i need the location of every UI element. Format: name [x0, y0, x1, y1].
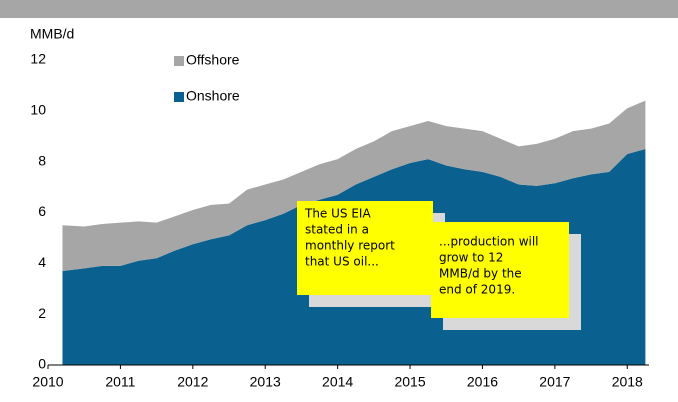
- y-tick-label: 10: [30, 102, 46, 118]
- annotation-text: MMB/d by the: [439, 267, 522, 281]
- x-tick-label: 2014: [322, 374, 353, 390]
- annotation-text: stated in a: [305, 223, 369, 237]
- x-tick-label: 2015: [394, 374, 425, 390]
- x-tick-label: 2012: [177, 374, 208, 390]
- y-tick-label: 4: [38, 254, 46, 270]
- x-tick-label: 2016: [467, 374, 498, 390]
- x-tick-label: 2013: [250, 374, 281, 390]
- annotation-text: grow to 12: [439, 251, 503, 265]
- y-axis-label: MMB/d: [30, 26, 74, 42]
- y-tick-label: 8: [38, 152, 46, 168]
- area-offshore: [62, 100, 646, 271]
- legend-label: Onshore: [186, 88, 240, 104]
- legend-label: Offshore: [186, 52, 240, 68]
- annotation-text: The US EIA: [304, 207, 371, 221]
- annotation-text: monthly report: [305, 239, 395, 253]
- x-tick-label: 2010: [32, 374, 63, 390]
- annotation-text: ...production will: [439, 235, 539, 249]
- y-tick-label: 2: [38, 305, 46, 321]
- x-tick-label: 2011: [105, 374, 135, 390]
- y-tick-label: 0: [38, 356, 46, 372]
- legend-swatch: [174, 92, 184, 102]
- y-tick-label: 6: [38, 203, 46, 219]
- header-banner: [0, 0, 678, 18]
- x-tick-label: 2018: [612, 374, 643, 390]
- x-tick-label: 2017: [539, 374, 570, 390]
- annotation-box: [297, 201, 433, 295]
- annotation-box: [431, 222, 569, 318]
- annotation-text: end of 2019.: [439, 283, 515, 297]
- annotation-text: that US oil...: [305, 255, 379, 269]
- y-tick-label: 12: [30, 51, 46, 67]
- legend-swatch: [174, 56, 184, 66]
